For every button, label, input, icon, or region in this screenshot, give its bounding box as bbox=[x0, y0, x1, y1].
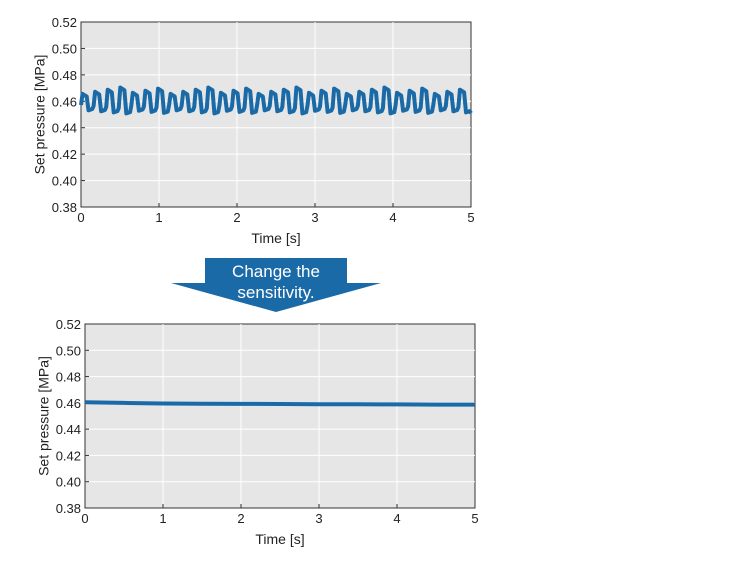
series-line-top bbox=[79, 85, 473, 116]
arrow-text-line1: Change the bbox=[232, 262, 320, 281]
y-tick-label: 0.48 bbox=[56, 370, 81, 385]
y-axis-label-bottom: Set pressure [MPa] bbox=[36, 356, 52, 476]
y-ticks-top: 0.52 0.50 0.48 0.46 0.44 0.42 0.40 0.38 bbox=[52, 15, 85, 215]
y-tick-label: 0.42 bbox=[56, 448, 81, 463]
x-tick-label: 3 bbox=[315, 511, 322, 526]
y-tick-label: 0.44 bbox=[56, 422, 81, 437]
x-tick-label: 1 bbox=[155, 210, 162, 225]
plot-area-top bbox=[80, 21, 472, 208]
series-line-bottom bbox=[84, 400, 475, 407]
y-tick-label: 0.46 bbox=[52, 94, 77, 109]
y-tick-label: 0.40 bbox=[52, 174, 77, 189]
y-tick-label: 0.42 bbox=[52, 147, 77, 162]
x-tick-label: 5 bbox=[467, 210, 474, 225]
x-tick-label: 4 bbox=[389, 210, 396, 225]
x-tick-label: 0 bbox=[77, 210, 84, 225]
x-tick-label: 4 bbox=[393, 511, 400, 526]
y-tick-label: 0.40 bbox=[56, 475, 81, 490]
y-tick-label: 0.52 bbox=[52, 15, 77, 30]
y-ticks-bottom: 0.52 0.50 0.48 0.46 0.44 0.42 0.40 0.38 bbox=[56, 317, 89, 516]
y-tick-label: 0.50 bbox=[56, 343, 81, 358]
x-tick-label: 2 bbox=[237, 511, 244, 526]
y-tick-label: 0.44 bbox=[52, 121, 77, 136]
x-tick-label: 1 bbox=[159, 511, 166, 526]
x-axis-label-bottom: Time [s] bbox=[255, 531, 304, 547]
y-axis-label-top: Set pressure [MPa] bbox=[32, 55, 48, 175]
y-tick-label: 0.52 bbox=[56, 317, 81, 332]
y-tick-label: 0.38 bbox=[56, 501, 81, 516]
y-tick-label: 0.46 bbox=[56, 396, 81, 411]
x-tick-label: 3 bbox=[311, 210, 318, 225]
x-tick-label: 5 bbox=[471, 511, 478, 526]
down-arrow-icon bbox=[171, 258, 381, 312]
y-tick-label: 0.38 bbox=[52, 200, 77, 215]
x-tick-label: 2 bbox=[233, 210, 240, 225]
y-tick-label: 0.48 bbox=[52, 68, 77, 83]
x-axis-label-top: Time [s] bbox=[251, 230, 300, 246]
x-ticks-top: 0 1 2 3 4 5 bbox=[77, 203, 475, 225]
change-sensitivity-arrow: Change the sensitivity. bbox=[171, 258, 381, 312]
y-tick-label: 0.50 bbox=[52, 41, 77, 56]
plot-area-bottom bbox=[84, 323, 476, 509]
arrow-text-line2: sensitivity. bbox=[237, 283, 314, 302]
x-ticks-bottom: 0 1 2 3 4 5 bbox=[81, 504, 479, 526]
x-tick-label: 0 bbox=[81, 511, 88, 526]
